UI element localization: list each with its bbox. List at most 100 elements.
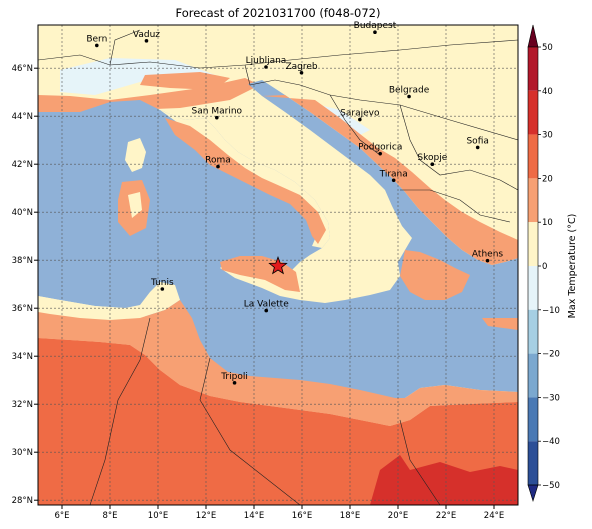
city-label-6: San Marino	[192, 107, 243, 117]
city-label-10: Skopje	[417, 153, 447, 163]
grid-lines	[38, 25, 518, 505]
colorbar-tick-label-9: −40	[542, 437, 560, 447]
city-dot-12	[391, 178, 396, 183]
city-label-0: Bern	[86, 34, 107, 44]
colorbar-tick-label-8: −30	[542, 393, 560, 403]
colorbar-segment-10	[528, 441, 538, 485]
lat-tick-label-2: 32°N	[12, 400, 33, 410]
colorbar-tick-label-6: −10	[542, 306, 560, 316]
lon-tick-label-6: 18°E	[340, 511, 360, 521]
city-dot-5	[407, 94, 411, 99]
star-marker-icon[interactable]	[268, 256, 288, 275]
colorbar-tick-label-7: −20	[542, 350, 560, 360]
lon-tick-label-3: 12°E	[196, 511, 216, 521]
colorbar-segment-1	[528, 47, 538, 91]
africa-band-20	[38, 300, 518, 426]
longitude-axis: 6°E 8°E 10°E 12°E 14°E 16°E 18°E 20°E 22°E 24°E	[54, 505, 504, 521]
balkan-warm-band	[262, 95, 518, 265]
city-dot-6	[215, 115, 219, 120]
lat-tick-label-8: 44°N	[12, 112, 33, 122]
city-dot-13	[485, 258, 490, 263]
city-dot-2	[373, 30, 377, 34]
location-marker[interactable]	[268, 256, 288, 275]
colorbar-segment-5	[528, 222, 538, 266]
colorbar-tick-label-3: 20	[542, 174, 553, 184]
city-dot-14	[160, 287, 165, 291]
italy-warm-coast	[165, 118, 326, 244]
crete-land	[482, 318, 518, 330]
city-dot-15	[264, 308, 269, 313]
lat-tick-label-5: 38°N	[12, 256, 33, 266]
lat-tick-label-3: 34°N	[12, 352, 33, 362]
colorbar-tick-label-2: 30	[542, 131, 553, 141]
city-dot-11	[216, 164, 220, 169]
city-dot-0	[95, 43, 99, 48]
map-area[interactable]	[38, 25, 518, 505]
colorbar-segment-8	[528, 353, 538, 398]
lat-tick-label-1: 30°N	[12, 448, 33, 458]
city-label-8: Sofia	[466, 136, 488, 146]
map-title: Forecast of 2021031700 (f048-072)	[175, 6, 381, 20]
city-label-14: Tunis	[150, 278, 174, 288]
corsica-land	[125, 138, 146, 172]
lon-tick-label-4: 14°E	[244, 511, 264, 521]
africa-warm-coast	[38, 282, 180, 320]
lat-tick-label-0: 28°N	[12, 496, 33, 506]
city-dot-7	[358, 117, 362, 122]
city-dot-9	[378, 151, 383, 156]
city-label-11: Roma	[205, 156, 231, 166]
colorbar-segment-3	[528, 134, 538, 179]
city-label-1: Vaduz	[133, 30, 160, 40]
colorbar-tick-label-1: 40	[542, 87, 553, 97]
colorbar-extend-bottom	[527, 484, 539, 503]
city-label-15: La Valette	[244, 300, 289, 310]
colorbar-segment-6	[528, 266, 538, 310]
city-label-4: Zagreb	[285, 62, 317, 72]
city-dot-16	[232, 381, 237, 385]
africa-band-40	[370, 455, 518, 505]
city-label-12: Tirana	[379, 169, 408, 179]
country-borders	[38, 29, 518, 505]
colorbar-tick-label-10: −50	[542, 481, 560, 491]
lat-tick-label-7: 42°N	[12, 160, 33, 170]
city-dot-4	[299, 70, 304, 75]
city-dot-3	[264, 65, 268, 69]
north-warm-band	[38, 78, 260, 112]
colorbar-segment-2	[528, 90, 538, 135]
city-dot-10	[430, 162, 435, 166]
colorbar: 50 40 30 20 10 0 −10 −20 −30 −40 −50	[527, 24, 560, 503]
greece-land	[400, 250, 470, 300]
colorbar-tick-label-5: 0	[542, 262, 547, 272]
colorbar-segment-9	[528, 397, 538, 442]
city-label-13: Athens	[472, 250, 503, 260]
lon-tick-label-5: 16°E	[292, 511, 312, 521]
colorbar-segment-7	[528, 309, 538, 354]
lon-tick-label-7: 20°E	[388, 511, 408, 521]
po-valley-band	[140, 72, 230, 90]
colorbar-segment-4	[528, 178, 538, 223]
colorbar-tick-label-4: 10	[542, 218, 553, 228]
colorbar-label: Max Temperature (°C)	[567, 214, 578, 319]
colorbar-tick-label-0: 50	[542, 43, 553, 53]
lon-tick-label-1: 8°E	[102, 511, 117, 521]
city-label-9: Podgorica	[358, 143, 402, 153]
lon-tick-label-9: 24°E	[484, 511, 504, 521]
city-label-3: Ljubljana	[246, 56, 287, 66]
city-label-7: Sarajevo	[340, 109, 380, 119]
lat-tick-label-4: 36°N	[12, 304, 33, 314]
lon-tick-label-0: 6°E	[54, 511, 69, 521]
lat-tick-label-6: 40°N	[12, 208, 33, 218]
lat-tick-label-9: 46°N	[12, 64, 33, 74]
city-dot-8	[475, 145, 480, 150]
latitude-axis: 28°N 30°N 32°N 34°N 36°N 38°N 40°N 42°N 44°N 46°N	[12, 64, 38, 506]
city-dot-1	[144, 39, 149, 43]
lon-tick-label-8: 22°E	[436, 511, 456, 521]
lon-tick-label-2: 10°E	[148, 511, 168, 521]
city-label-16: Tripoli	[220, 372, 248, 382]
map-frame	[37, 24, 519, 506]
colorbar-extend-top	[527, 24, 539, 48]
sardinia-inner	[128, 192, 142, 218]
city-label-5: Belgrade	[389, 86, 430, 96]
